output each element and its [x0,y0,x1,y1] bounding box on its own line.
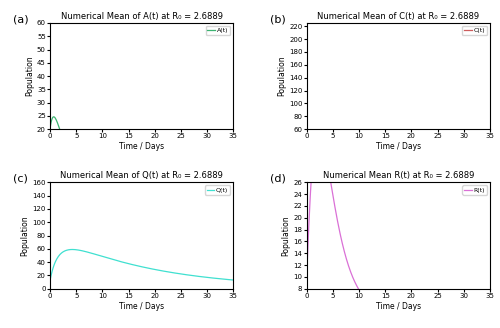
Text: (c): (c) [14,174,28,184]
Title: Numerical Mean of Q(t) at R₀ = 2.6889: Numerical Mean of Q(t) at R₀ = 2.6889 [60,171,223,180]
X-axis label: Time / Days: Time / Days [119,142,164,151]
X-axis label: Time / Days: Time / Days [376,142,421,151]
Title: Numerical Mean of C(t) at R₀ = 2.6889: Numerical Mean of C(t) at R₀ = 2.6889 [318,12,480,21]
X-axis label: Time / Days: Time / Days [376,301,421,311]
Title: Numerical Mean of A(t) at R₀ = 2.6889: Numerical Mean of A(t) at R₀ = 2.6889 [60,12,222,21]
Text: (b): (b) [270,14,286,25]
Legend: C(t): C(t) [462,26,487,35]
Legend: Q(t): Q(t) [205,186,230,195]
Y-axis label: Population: Population [277,56,286,96]
Text: (d): (d) [270,174,286,184]
Legend: A(t): A(t) [206,26,230,35]
Title: Numerical Mean R(t) at R₀ = 2.6889: Numerical Mean R(t) at R₀ = 2.6889 [322,171,474,180]
Y-axis label: Population: Population [25,56,34,96]
Text: (a): (a) [14,14,29,25]
X-axis label: Time / Days: Time / Days [119,301,164,311]
Y-axis label: Population: Population [20,215,30,256]
Y-axis label: Population: Population [282,215,290,256]
Legend: R(t): R(t) [462,186,487,195]
